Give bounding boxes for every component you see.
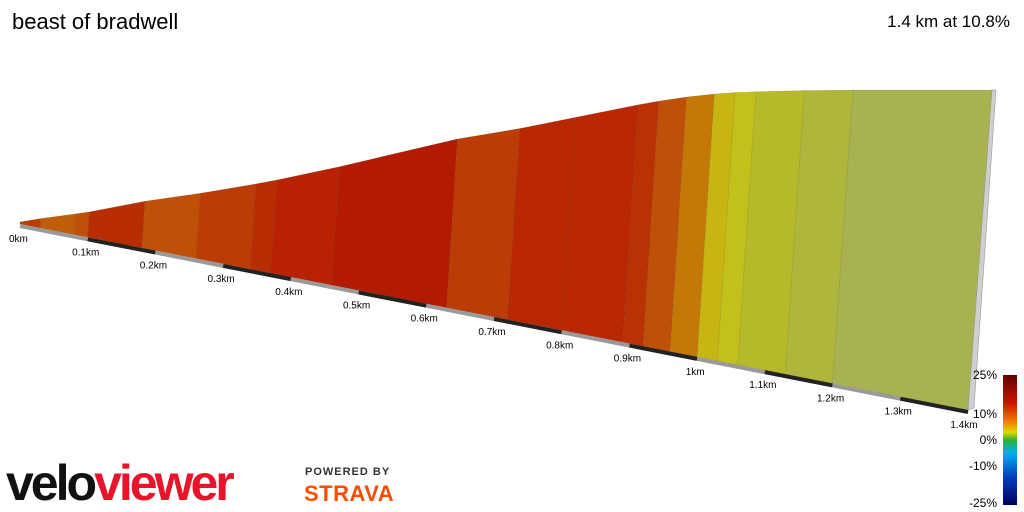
x-tick-label: 0.4km [275,287,302,298]
profile-segment [331,138,458,309]
profile-segment [832,89,993,411]
profile-segment [195,183,257,270]
logo-velo-text: velo [6,455,97,511]
color-scale-label: 0% [980,433,998,447]
axis-base-segment [290,277,359,295]
x-tick-label: 0.8km [546,340,573,351]
x-tick-label: 0.5km [343,300,370,311]
profile-segment [73,211,90,238]
climb-summary: 1.4 km at 10.8% [887,12,1010,31]
x-tick-label: 1.1km [749,380,776,391]
axis-base-segment [629,343,698,361]
axis-base-segment [764,370,833,388]
x-tick-label: 0.3km [208,274,235,285]
color-scale-label: 10% [973,407,997,421]
axis-base-segment [222,263,292,282]
x-tick-label: 1.2km [817,393,844,404]
profile-end-wall [967,89,997,411]
x-tick-label: 0.6km [411,314,438,325]
veloviewer-logo[interactable]: veloviewer [6,454,235,511]
axis-base-segment [899,396,969,414]
axis-base-segment [155,250,224,268]
x-tick-label: 1.3km [885,407,912,418]
x-tick-label: 0km [9,234,28,245]
profile-segment [141,192,201,259]
axis-base-segment [19,224,89,242]
axis-base-segment [561,330,630,348]
profile-segment [270,166,340,286]
axis-base-segment [358,290,427,308]
chart-title: beast of bradwell [12,9,179,34]
strava-logo[interactable]: STRAVA [304,481,395,506]
axis-base-segment [425,303,495,321]
powered-by-label: POWERED BY [305,466,391,478]
axis-base-segment [832,383,901,401]
x-tick-label: 1.4km [950,420,977,431]
axis-base-segment [696,356,766,375]
gradient-color-scale [1003,375,1017,505]
color-scale-label: -25% [969,496,997,510]
axis-base-segment [87,237,156,255]
color-scale-label: -10% [969,459,997,473]
x-tick-label: 0.2km [140,261,167,272]
x-tick-label: 0.7km [478,327,505,338]
profile-segment [446,128,521,321]
logo-viewer-text: viewer [94,455,235,511]
x-tick-label: 1km [686,367,705,378]
x-tick-label: 0.9km [614,354,641,365]
x-tick-label: 0.1km [72,247,99,258]
color-scale-label: 25% [973,368,997,382]
axis-base-segment [493,317,563,335]
